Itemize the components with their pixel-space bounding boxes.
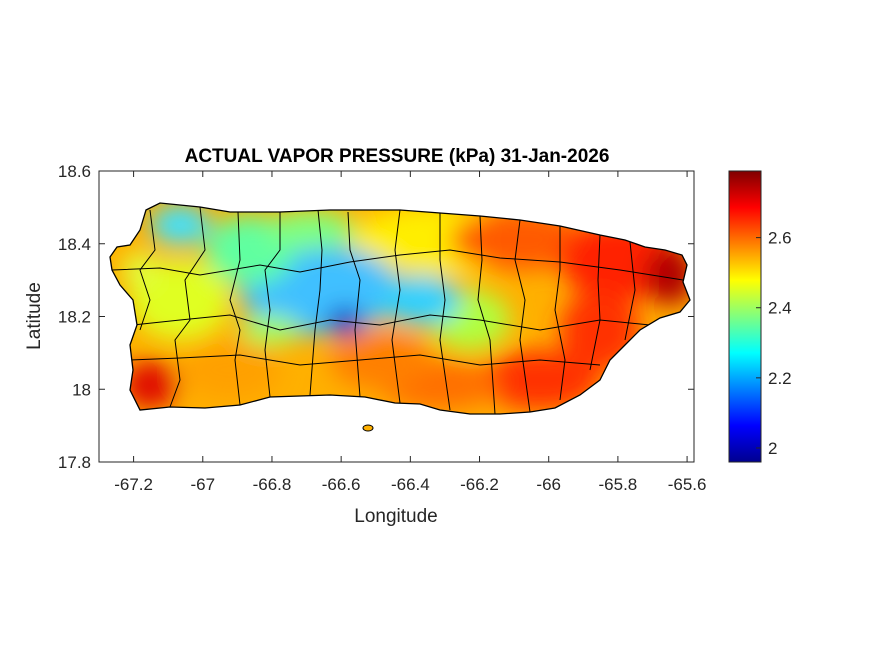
- y-tick-label: 18.4: [58, 235, 91, 254]
- x-tick-label: -67.2: [114, 475, 153, 494]
- y-tick-label: 17.8: [58, 453, 91, 472]
- municipality-boundaries: [111, 206, 684, 414]
- x-tick-label: -66.4: [391, 475, 430, 494]
- colorbar-tick-label: 2.4: [768, 299, 792, 318]
- colorbar-tick-label: 2.6: [768, 229, 792, 248]
- y-axis-ticks: 18.6 18.4 18.2 18 17.8: [58, 162, 694, 472]
- heatmap-layer: [110, 203, 690, 414]
- x-tick-label: -66.2: [460, 475, 499, 494]
- x-tick-label: -65.6: [668, 475, 707, 494]
- y-tick-label: 18: [72, 380, 91, 399]
- x-tick-label: -66: [536, 475, 561, 494]
- colorbar-tick-label: 2: [768, 439, 777, 458]
- heatmap-blobs: [122, 205, 690, 410]
- x-tick-label: -66.8: [253, 475, 292, 494]
- colorbar: [728, 170, 762, 463]
- x-tick-label: -67: [190, 475, 215, 494]
- x-tick-label: -66.6: [322, 475, 361, 494]
- x-axis-label: Longitude: [354, 506, 437, 527]
- x-axis-ticks: -67.2 -67 -66.8 -66.6 -66.4 -66.2 -66 -65.8 -65.…: [114, 171, 706, 494]
- x-tick-label: -65.8: [599, 475, 638, 494]
- colorbar-tick-label: 2.2: [768, 369, 792, 388]
- caja-de-muertos-islet: [362, 424, 374, 432]
- y-tick-label: 18.6: [58, 162, 91, 181]
- island-coastline: [109, 202, 691, 415]
- y-axis-label: Latitude: [24, 282, 45, 350]
- colorbar-ticks: 2.6 2.4 2.2 2: [756, 229, 792, 458]
- chart-title: ACTUAL VAPOR PRESSURE (kPa) 31-Jan-2026: [185, 146, 610, 167]
- y-tick-label: 18.2: [58, 308, 91, 327]
